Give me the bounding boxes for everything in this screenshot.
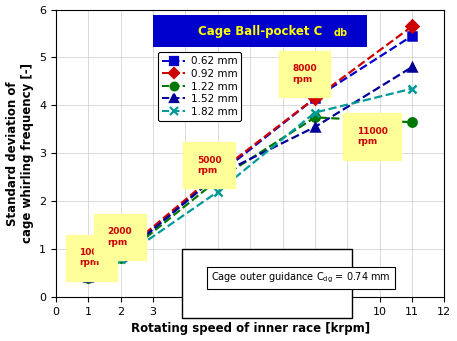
Text: 5000
rpm: 5000 rpm <box>197 155 221 175</box>
Text: 1000
rpm: 1000 rpm <box>79 248 104 267</box>
Text: Cage outer guidance C: Cage outer guidance C <box>211 279 323 288</box>
Text: 2000
rpm: 2000 rpm <box>108 227 133 247</box>
Text: 8000
rpm: 8000 rpm <box>292 64 317 84</box>
Legend: 0.62 mm, 0.92 mm, 1.22 mm, 1.52 mm, 1.82 mm: 0.62 mm, 0.92 mm, 1.22 mm, 1.52 mm, 1.82… <box>158 52 241 121</box>
Text: 11000
rpm: 11000 rpm <box>357 127 388 146</box>
Y-axis label: Standard deviation of
cage whirling frequency [-]: Standard deviation of cage whirling freq… <box>5 63 33 243</box>
Text: Cage outer guidance $\mathregular{C_{dg}}$ = 0.74 mm: Cage outer guidance $\mathregular{C_{dg}… <box>211 271 391 285</box>
X-axis label: Rotating speed of inner race [krpm]: Rotating speed of inner race [krpm] <box>131 323 370 336</box>
Text: Cage outer guidance Cdg = 0.74 mm: Cage outer guidance Cdg = 0.74 mm <box>211 279 393 288</box>
